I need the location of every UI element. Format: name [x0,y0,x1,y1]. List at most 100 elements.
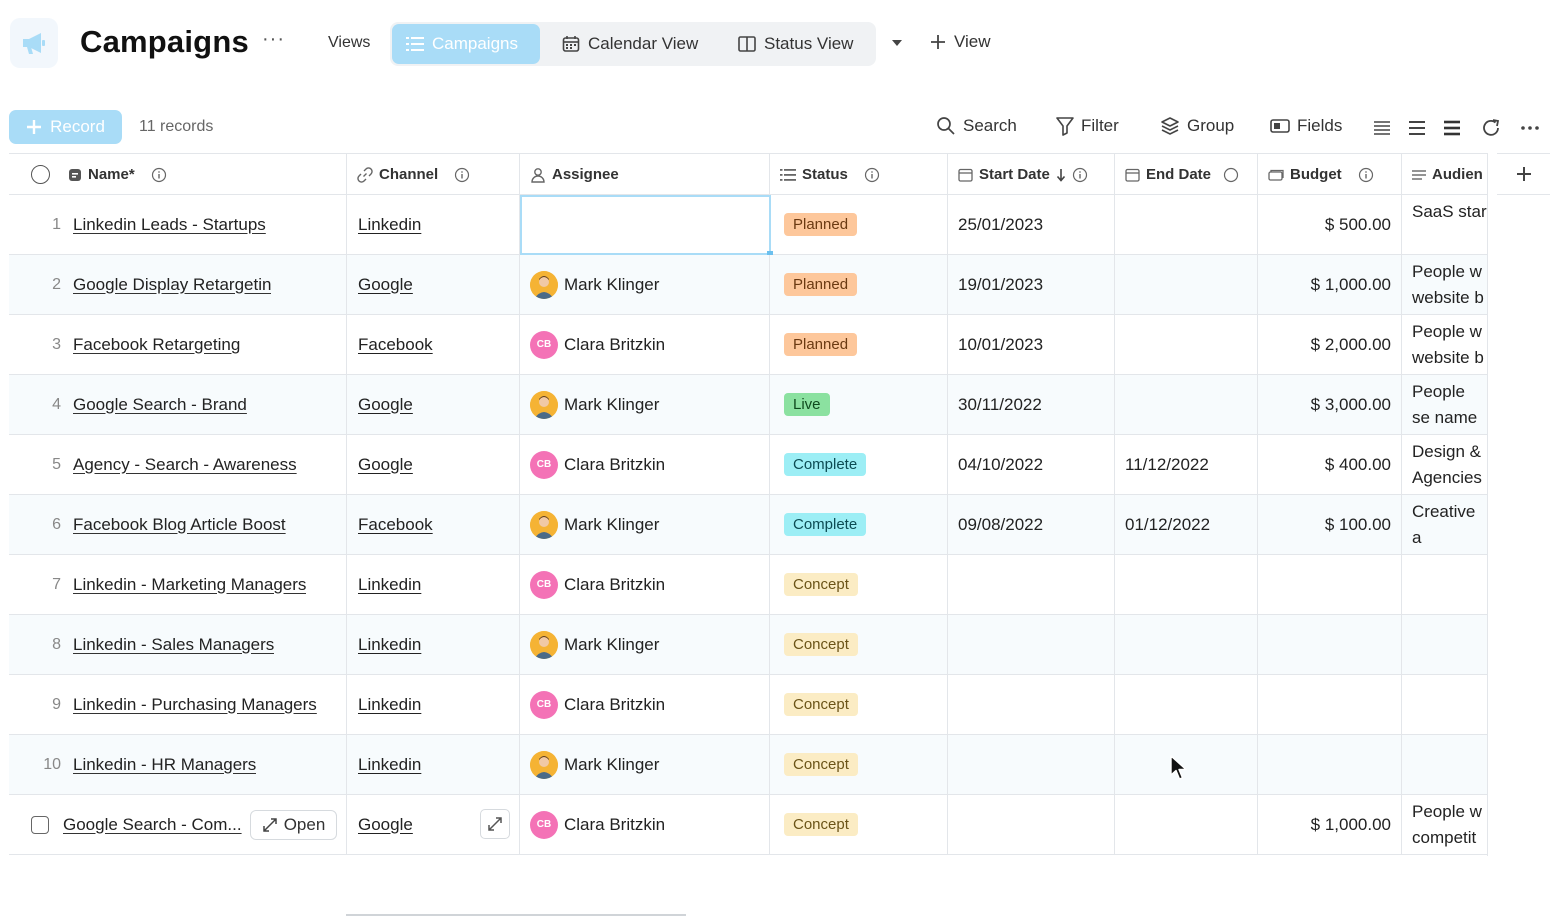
channel-cell[interactable]: Google [347,795,520,854]
status-cell[interactable]: Concept [770,735,948,794]
audience-cell[interactable]: People se name on [1402,375,1487,434]
channel-link[interactable]: Google [358,454,413,474]
record-name[interactable]: Linkedin Leads - Startups [73,214,266,234]
channel-cell[interactable]: Google [347,255,520,314]
tab-status-view[interactable]: Status View [724,24,867,64]
table-row[interactable]: 10 Linkedin - HR Managers Linkedin Mark Kli… [9,735,1487,795]
budget-cell[interactable]: $ 1,000.00 [1258,795,1402,854]
end-date-cell[interactable] [1115,795,1258,854]
end-date-cell[interactable]: 11/12/2022 [1115,435,1258,494]
channel-link[interactable]: Google [358,274,413,294]
start-date-cell[interactable] [948,735,1115,794]
row-height-large-icon[interactable] [1440,116,1464,140]
name-cell[interactable]: 2 Google Display Retargetin [9,255,347,314]
budget-cell[interactable]: $ 400.00 [1258,435,1402,494]
name-cell[interactable]: 4 Google Search - Brand [9,375,347,434]
column-header-name[interactable]: Name* [9,154,347,195]
budget-cell[interactable]: $ 500.00 [1258,195,1402,254]
name-cell[interactable]: 8 Linkedin - Sales Managers [9,615,347,674]
budget-cell[interactable]: $ 100.00 [1258,495,1402,554]
end-date-cell[interactable]: 01/12/2022 [1115,495,1258,554]
end-date-cell[interactable] [1115,615,1258,674]
budget-cell[interactable] [1258,735,1402,794]
select-all-checkbox[interactable] [31,165,50,184]
row-checkbox[interactable] [31,815,49,834]
open-record-button[interactable]: Open [250,810,337,840]
channel-cell[interactable]: Linkedin [347,735,520,794]
channel-link[interactable]: Linkedin [358,574,422,594]
assignee-cell[interactable]: Mark Klinger [520,375,770,434]
channel-link[interactable]: Facebook [358,334,433,354]
record-name[interactable]: Linkedin - Marketing Managers [73,574,307,594]
status-cell[interactable]: Complete [770,435,948,494]
start-date-cell[interactable]: 30/11/2022 [948,375,1115,434]
audience-cell[interactable] [1402,675,1487,734]
start-date-cell[interactable] [948,615,1115,674]
group-button[interactable]: Group [1160,116,1234,136]
table-row[interactable]: 1 Linkedin Leads - Startups Linkedin Planne… [9,195,1487,257]
budget-cell[interactable]: $ 3,000.00 [1258,375,1402,434]
record-name[interactable]: Linkedin - Sales Managers [73,634,275,654]
column-header-audience[interactable]: Audien [1402,154,1487,195]
record-name[interactable]: Google Display Retargetin [73,274,272,294]
audience-cell[interactable]: SaaS star [1402,195,1487,254]
add-field-button[interactable] [1497,153,1550,195]
title-more-button[interactable]: ··· [262,28,285,50]
start-date-cell[interactable] [948,795,1115,854]
record-name[interactable]: Agency - Search - Awareness [73,454,297,474]
audience-cell[interactable]: People w website b [1402,255,1487,314]
status-cell[interactable]: Concept [770,555,948,614]
column-header-status[interactable]: Status [770,154,948,195]
channel-link[interactable]: Linkedin [358,754,422,774]
start-date-cell[interactable]: 04/10/2022 [948,435,1115,494]
channel-cell[interactable]: Facebook [347,315,520,374]
table-row[interactable]: Google Search - Com... Open Google CB Clara … [9,795,1487,855]
audience-cell[interactable]: Creative a marketing [1402,495,1487,554]
end-date-cell[interactable] [1115,195,1258,254]
column-header-budget[interactable]: Budget [1258,154,1402,195]
tab-calendar-view[interactable]: Calendar View [548,24,712,64]
assignee-cell[interactable]: Mark Klinger [520,735,770,794]
search-button[interactable]: Search [936,116,1017,136]
channel-link[interactable]: Linkedin [358,214,422,234]
assignee-cell[interactable]: CB Clara Britzkin [520,315,770,374]
end-date-cell[interactable] [1115,735,1258,794]
budget-cell[interactable]: $ 1,000.00 [1258,255,1402,314]
status-cell[interactable]: Planned [770,195,948,254]
status-cell[interactable]: Live [770,375,948,434]
status-cell[interactable]: Planned [770,255,948,314]
start-date-cell[interactable] [948,675,1115,734]
row-height-medium-icon[interactable] [1405,116,1429,140]
column-header-start-date[interactable]: Start Date [948,154,1115,195]
channel-cell[interactable]: Google [347,435,520,494]
table-row[interactable]: 9 Linkedin - Purchasing Managers Linkedin C… [9,675,1487,735]
table-row[interactable]: 2 Google Display Retargetin Google Mark Kli… [9,255,1487,315]
audience-cell[interactable] [1402,615,1487,674]
start-date-cell[interactable]: 25/01/2023 [948,195,1115,254]
more-options-icon[interactable] [1518,116,1542,140]
budget-cell[interactable]: $ 2,000.00 [1258,315,1402,374]
table-row[interactable]: 3 Facebook Retargeting Facebook CB Clara Bri… [9,315,1487,375]
assignee-cell[interactable]: CB Clara Britzkin [520,795,770,854]
assignee-cell[interactable]: Mark Klinger [520,615,770,674]
filter-button[interactable]: Filter [1056,116,1119,136]
table-row[interactable]: 6 Facebook Blog Article Boost Facebook Mark… [9,495,1487,555]
channel-link[interactable]: Linkedin [358,694,422,714]
name-cell[interactable]: 7 Linkedin - Marketing Managers [9,555,347,614]
channel-cell[interactable]: Linkedin [347,555,520,614]
audience-cell[interactable]: Design & Agencies [1402,435,1487,494]
status-cell[interactable]: Concept [770,795,948,854]
record-name[interactable]: Linkedin - Purchasing Managers [73,694,317,714]
status-cell[interactable]: Planned [770,315,948,374]
channel-link[interactable]: Google [358,394,413,414]
channel-cell[interactable]: Linkedin [347,615,520,674]
status-cell[interactable]: Concept [770,675,948,734]
record-name[interactable]: Facebook Blog Article Boost [73,514,286,534]
end-date-cell[interactable] [1115,315,1258,374]
table-row[interactable]: 4 Google Search - Brand Google Mark Klinger… [9,375,1487,435]
channel-link[interactable]: Google [358,814,413,834]
record-name[interactable]: Google Search - Com... [63,814,242,834]
tabs-dropdown-button[interactable] [890,36,904,55]
refresh-icon[interactable] [1479,116,1503,140]
budget-cell[interactable] [1258,555,1402,614]
